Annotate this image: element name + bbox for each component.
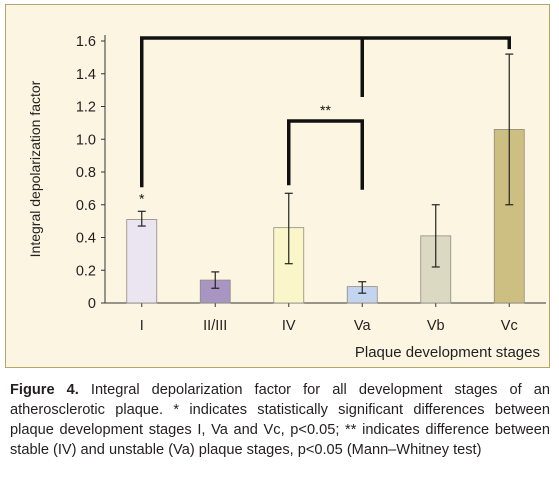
significance-star: * bbox=[139, 190, 145, 206]
y-tick-label: 0.6 bbox=[76, 198, 96, 214]
x-tick-label: Vb bbox=[427, 318, 445, 334]
bar-chart: 0 0.2 0.4 0.6 0.8 1.0 1.2 1.4 1.6 Integral depola… bbox=[27, 34, 546, 361]
x-tick-label: I bbox=[140, 318, 144, 334]
x-tick-label: Vc bbox=[501, 318, 518, 334]
figure-frame: 0 0.2 0.4 0.6 0.8 1.0 1.2 1.4 1.6 Integral depola… bbox=[5, 4, 550, 368]
caption-label: Figure 4. bbox=[10, 382, 79, 398]
y-tick-label: 0.2 bbox=[76, 263, 96, 279]
caption-text: Integral depolarization factor for all d… bbox=[10, 382, 550, 458]
y-tick-label: 1.2 bbox=[76, 100, 96, 116]
y-tick-label: 0.8 bbox=[76, 165, 96, 181]
x-tick-label: II/III bbox=[203, 318, 227, 334]
x-tick-label: IV bbox=[282, 318, 296, 334]
x-axis-label: Plaque development stages bbox=[355, 344, 540, 361]
significance-double-star: ** bbox=[320, 102, 331, 118]
y-tick-label: 1.6 bbox=[76, 34, 96, 50]
significance-bracket-main bbox=[140, 36, 511, 188]
figure-caption: Figure 4. Integral depolarization factor… bbox=[10, 380, 550, 460]
significance-bracket-secondary bbox=[287, 119, 364, 190]
y-axis-label: Integral depolarization factor bbox=[27, 80, 43, 257]
bar bbox=[126, 219, 158, 304]
x-tick-label: Va bbox=[354, 318, 372, 334]
y-tick-label: 1.0 bbox=[76, 132, 96, 148]
y-tick-label: 0.4 bbox=[76, 231, 96, 247]
y-tick-label: 1.4 bbox=[76, 67, 96, 83]
y-tick-label: 0 bbox=[88, 296, 96, 312]
